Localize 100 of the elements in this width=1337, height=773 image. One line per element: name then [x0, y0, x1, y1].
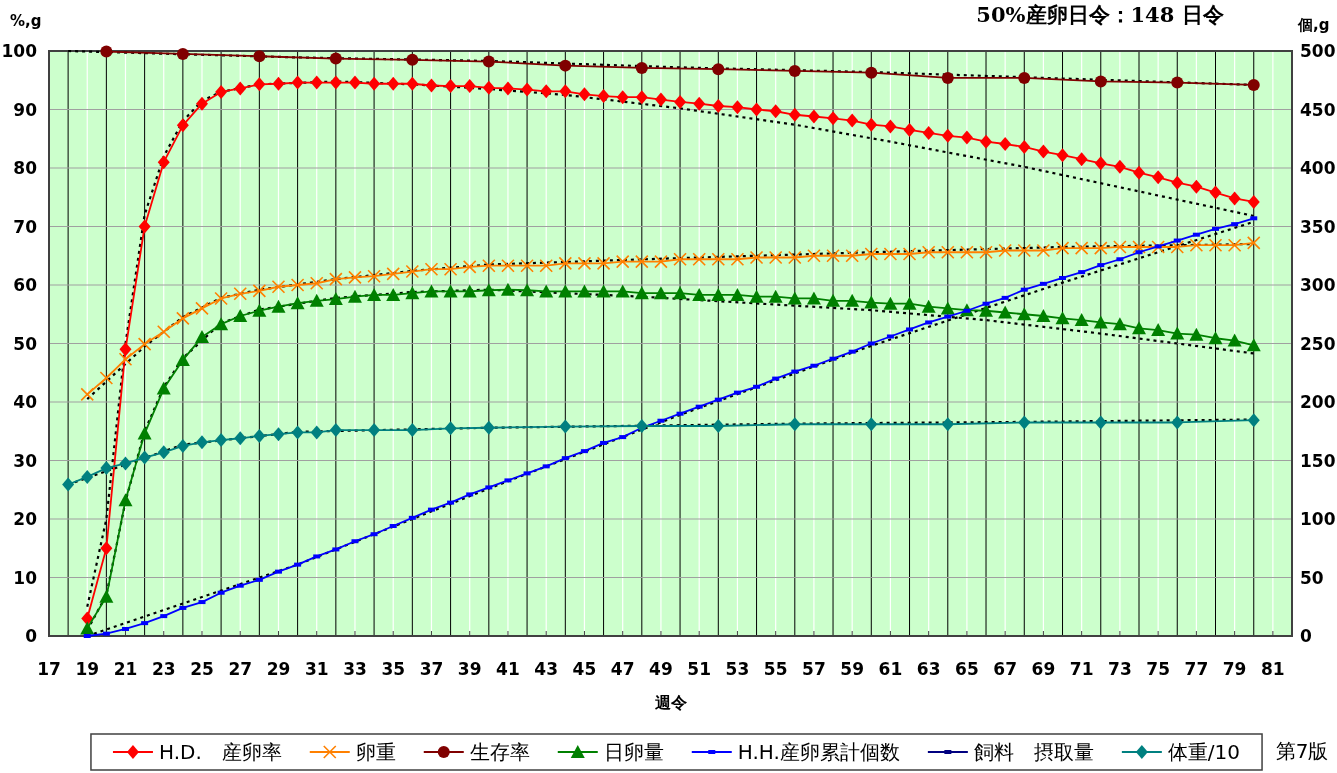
x-tick-label: 71 — [1069, 659, 1094, 679]
legend-label: H.D. 産卵率 — [158, 740, 282, 764]
point — [291, 425, 304, 440]
point — [635, 61, 648, 74]
point — [444, 421, 457, 436]
x-tick-label: 81 — [1261, 659, 1285, 679]
x-tick-label: 65 — [955, 659, 979, 679]
point — [195, 435, 208, 450]
x-tick-label: 29 — [266, 659, 291, 679]
x-tick-label: 59 — [840, 659, 865, 679]
point — [559, 59, 572, 72]
y2-tick-label: 500 — [1300, 41, 1336, 61]
x-tick-label: 49 — [649, 659, 673, 679]
x-tick-label: 61 — [878, 659, 903, 679]
y-tick-label: 100 — [1, 41, 38, 61]
point — [138, 450, 151, 465]
y2-tick-label: 300 — [1300, 275, 1336, 295]
point — [176, 438, 189, 453]
point — [215, 433, 228, 448]
x-tick-label: 75 — [1146, 659, 1170, 679]
y-tick-label: 80 — [13, 158, 38, 178]
x-tick-label: 23 — [151, 659, 176, 679]
y2-tick-label: 150 — [1300, 450, 1336, 471]
y2-tick-label: 350 — [1300, 216, 1336, 237]
x-tick-label: 47 — [610, 659, 635, 679]
x-tick-label: 77 — [1184, 659, 1209, 679]
legend-label: 生存率 — [469, 740, 530, 764]
point — [1171, 76, 1184, 89]
point — [329, 52, 342, 65]
y-tick-label: 60 — [13, 275, 38, 295]
x-tick-label: 67 — [993, 659, 1017, 679]
x-tick-label: 45 — [572, 659, 597, 679]
point — [1247, 413, 1260, 428]
x-tick-label: 69 — [1031, 659, 1056, 679]
legend-label: 飼料 摂取量 — [973, 740, 1094, 764]
x-tick-label: 25 — [190, 659, 214, 679]
x-tick-label: 55 — [763, 659, 788, 679]
y-tick-label: 50 — [13, 333, 38, 354]
point — [81, 469, 94, 484]
chart-title: 50%産卵日令：148 日令 — [976, 2, 1224, 27]
point — [865, 417, 878, 432]
x-tick-label: 39 — [457, 659, 482, 679]
y2-tick-label: 200 — [1300, 392, 1336, 412]
point — [1171, 415, 1184, 430]
point — [368, 423, 381, 438]
y-tick-label: 20 — [13, 509, 38, 529]
point — [482, 420, 495, 435]
legend-label: 卵重 — [355, 740, 396, 764]
text: 第7版 — [1275, 739, 1329, 763]
point — [1018, 71, 1031, 84]
x-tick-label: 21 — [113, 659, 138, 679]
x-tick-label: 33 — [343, 659, 367, 679]
y-tick-label: 90 — [13, 99, 38, 120]
point — [635, 418, 648, 433]
y-tick-label: 70 — [13, 216, 38, 237]
x-tick-label: 51 — [687, 659, 712, 679]
x-tick-label: 35 — [381, 659, 406, 679]
x-tick-label: 19 — [75, 659, 100, 679]
point — [1247, 78, 1260, 91]
point — [1018, 415, 1031, 430]
y-tick-label: 10 — [13, 567, 38, 588]
point — [1094, 75, 1107, 88]
x-tick-label: 53 — [725, 659, 750, 679]
point — [272, 427, 285, 442]
x-tick-label: 43 — [534, 659, 559, 679]
x-tick-label: 79 — [1222, 659, 1247, 679]
point — [310, 425, 323, 440]
point — [100, 461, 113, 476]
point — [253, 50, 266, 63]
point — [1094, 415, 1107, 430]
x-tick-label: 17 — [37, 659, 61, 679]
y2-tick-label: 250 — [1300, 333, 1336, 354]
point — [712, 418, 725, 433]
x-axis-title: 週令 — [653, 693, 688, 712]
x-tick-label: 37 — [419, 659, 444, 679]
point — [119, 456, 132, 471]
x-tick-label: 63 — [916, 659, 941, 679]
y-tick-label: 0 — [25, 626, 38, 646]
x-tick-label: 73 — [1108, 659, 1132, 679]
point — [406, 423, 419, 438]
x-tick-label: 57 — [802, 659, 826, 679]
point — [329, 423, 342, 438]
point — [234, 431, 247, 446]
y2-tick-label: 0 — [1300, 626, 1312, 646]
point — [176, 47, 189, 60]
y-axis-title: %,g — [10, 12, 42, 30]
y2-tick-label: 50 — [1300, 567, 1324, 588]
y2-tick-label: 400 — [1300, 158, 1336, 178]
point — [941, 417, 954, 432]
legend-label: 体重/10 — [1167, 740, 1241, 764]
y-tick-label: 40 — [13, 392, 38, 412]
point — [406, 53, 419, 66]
x-tick-label: 41 — [496, 659, 520, 679]
point — [865, 66, 878, 79]
point — [788, 64, 801, 77]
point — [62, 477, 75, 492]
x-tick-label: 27 — [228, 659, 253, 679]
point — [788, 417, 801, 432]
legend-label: 日卵量 — [603, 740, 664, 764]
y-tick-label: 30 — [13, 450, 38, 471]
